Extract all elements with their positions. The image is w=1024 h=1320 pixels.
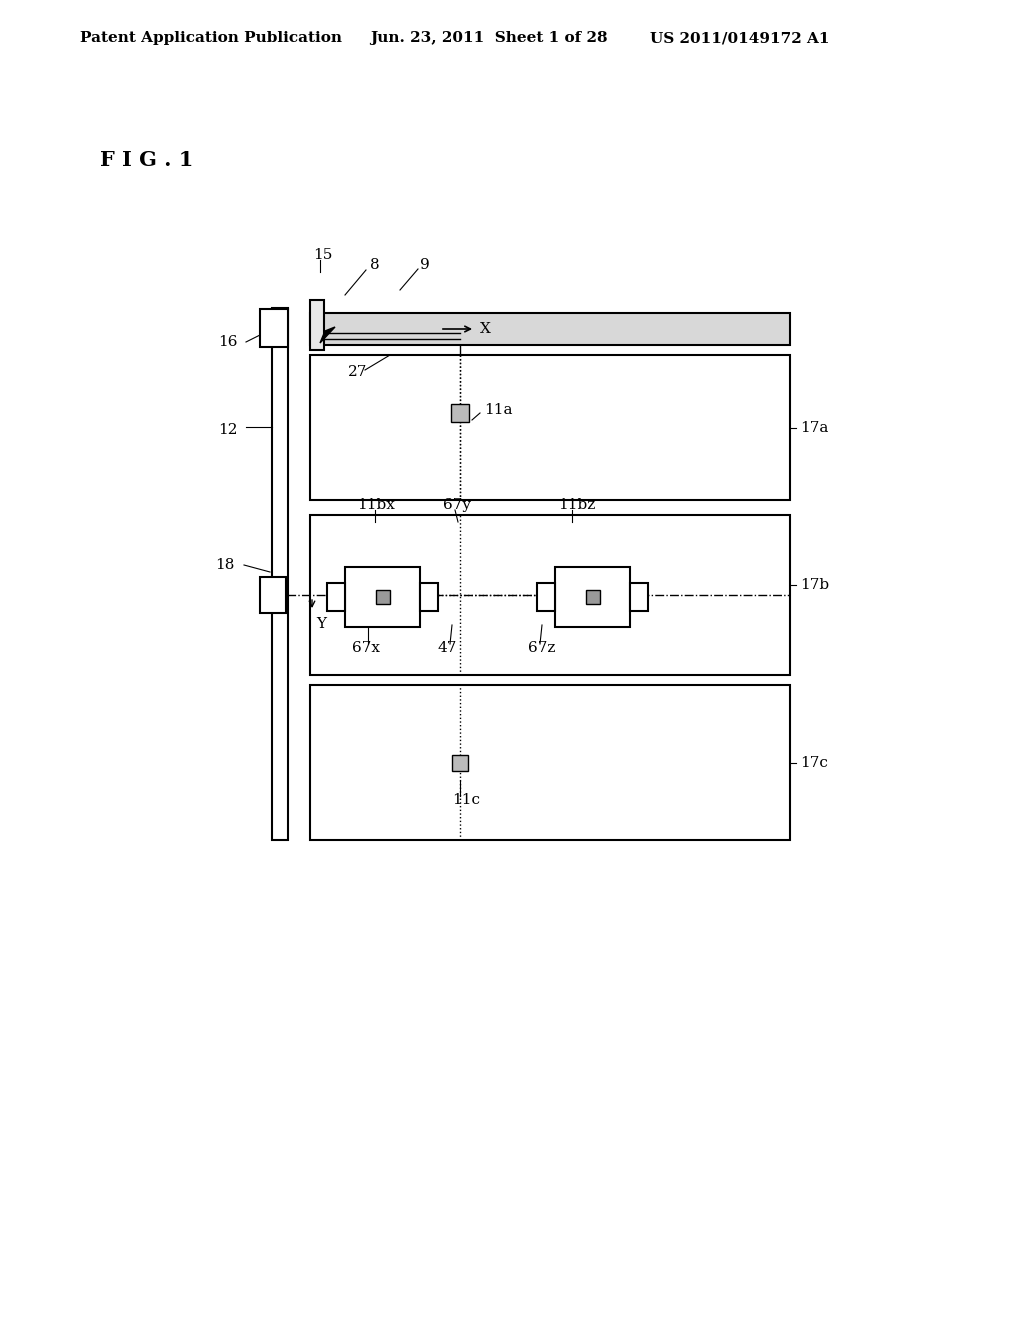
Bar (310, 313, 790, 345)
Text: Patent Application Publication: Patent Application Publication (80, 30, 342, 45)
Text: X: X (480, 322, 490, 337)
Text: 67y: 67y (443, 498, 471, 512)
Text: 67z: 67z (528, 642, 555, 655)
Bar (310, 300, 324, 350)
Bar (451, 404, 469, 421)
Bar (452, 755, 468, 771)
Text: 11bz: 11bz (558, 498, 595, 512)
Bar (310, 355, 790, 500)
Bar (310, 685, 790, 840)
Text: 47: 47 (437, 642, 457, 655)
Bar (420, 583, 438, 611)
Text: 17a: 17a (800, 421, 828, 436)
Bar (272, 308, 288, 840)
Text: 16: 16 (218, 335, 238, 348)
Text: 9: 9 (420, 257, 430, 272)
Text: Jun. 23, 2011  Sheet 1 of 28: Jun. 23, 2011 Sheet 1 of 28 (370, 30, 607, 45)
Bar (310, 515, 790, 675)
Bar (260, 309, 288, 347)
Bar (376, 590, 389, 605)
Bar (630, 583, 648, 611)
Text: 27: 27 (348, 366, 368, 379)
Text: 15: 15 (313, 248, 333, 261)
Text: Y: Y (316, 616, 326, 631)
Text: 11bx: 11bx (357, 498, 395, 512)
Bar (555, 568, 630, 627)
Text: US 2011/0149172 A1: US 2011/0149172 A1 (650, 30, 829, 45)
Text: 12: 12 (218, 422, 238, 437)
Polygon shape (319, 327, 335, 343)
Text: 11c: 11c (452, 793, 480, 807)
Bar (260, 577, 286, 612)
Text: 8: 8 (370, 257, 380, 272)
Text: 67x: 67x (352, 642, 380, 655)
Text: 11a: 11a (484, 403, 512, 417)
Bar (586, 590, 599, 605)
Bar (537, 583, 555, 611)
Text: F I G . 1: F I G . 1 (100, 150, 194, 170)
Text: 17b: 17b (800, 578, 829, 591)
Text: 18: 18 (215, 558, 234, 572)
Bar (327, 583, 345, 611)
Text: 17c: 17c (800, 756, 827, 770)
Bar (345, 568, 420, 627)
